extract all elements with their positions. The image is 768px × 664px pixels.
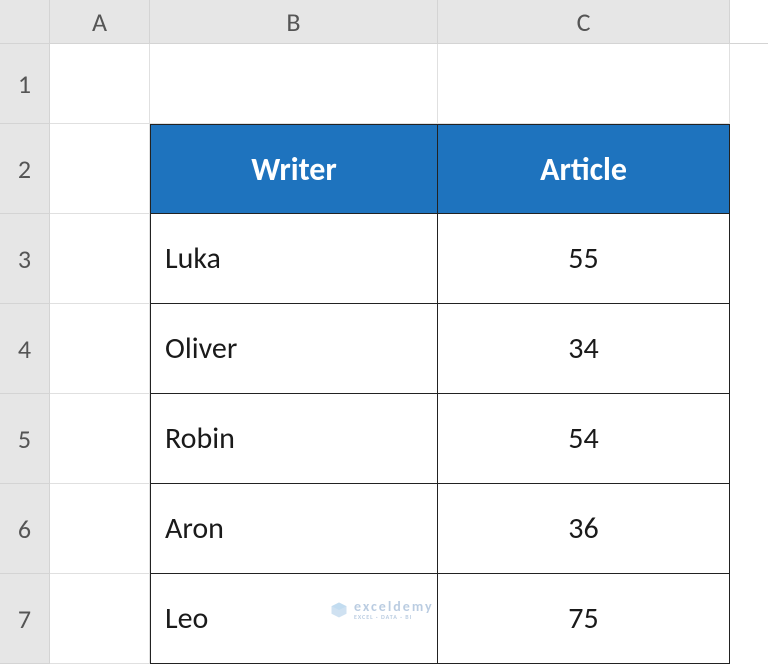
row-6: 6 Aron 36	[0, 484, 768, 574]
column-headers: A B C	[0, 0, 768, 44]
cell-A1[interactable]	[50, 44, 150, 124]
row-header-7[interactable]: 7	[0, 574, 50, 664]
col-header-A[interactable]: A	[50, 0, 150, 43]
table-row[interactable]: 36	[438, 484, 730, 574]
table-row[interactable]: Aron	[150, 484, 438, 574]
row-1: 1	[0, 44, 768, 124]
row-header-3[interactable]: 3	[0, 214, 50, 304]
table-row[interactable]: Robin	[150, 394, 438, 484]
table-header-article[interactable]: Article	[438, 124, 730, 214]
row-header-2[interactable]: 2	[0, 124, 50, 214]
table-row[interactable]: 75	[438, 574, 730, 664]
table-row[interactable]: 55	[438, 214, 730, 304]
watermark-text-wrap: exceldemy EXCEL · DATA · BI	[354, 598, 434, 621]
cell-A3[interactable]	[50, 214, 150, 304]
col-header-C[interactable]: C	[438, 0, 730, 43]
row-2: 2 Writer Article	[0, 124, 768, 214]
table-row[interactable]: Oliver	[150, 304, 438, 394]
row-header-5[interactable]: 5	[0, 394, 50, 484]
spreadsheet-grid: A B C 1 2 Writer Article 3 Luka 55 4 Oli…	[0, 0, 768, 664]
cell-A6[interactable]	[50, 484, 150, 574]
row-header-4[interactable]: 4	[0, 304, 50, 394]
row-header-6[interactable]: 6	[0, 484, 50, 574]
table-row[interactable]: 54	[438, 394, 730, 484]
row-3: 3 Luka 55	[0, 214, 768, 304]
table-header-writer[interactable]: Writer	[150, 124, 438, 214]
col-header-B[interactable]: B	[150, 0, 438, 43]
row-4: 4 Oliver 34	[0, 304, 768, 394]
cell-A5[interactable]	[50, 394, 150, 484]
table-row[interactable]: 34	[438, 304, 730, 394]
cell-C1[interactable]	[438, 44, 730, 124]
cell-B1[interactable]	[150, 44, 438, 124]
cell-A4[interactable]	[50, 304, 150, 394]
row-header-1[interactable]: 1	[0, 44, 50, 124]
row-5: 5 Robin 54	[0, 394, 768, 484]
select-all-corner[interactable]	[0, 0, 50, 43]
cell-A2[interactable]	[50, 124, 150, 214]
cell-A7[interactable]	[50, 574, 150, 664]
watermark-icon	[330, 601, 348, 619]
watermark: exceldemy EXCEL · DATA · BI	[330, 598, 434, 621]
table-row[interactable]: Luka	[150, 214, 438, 304]
